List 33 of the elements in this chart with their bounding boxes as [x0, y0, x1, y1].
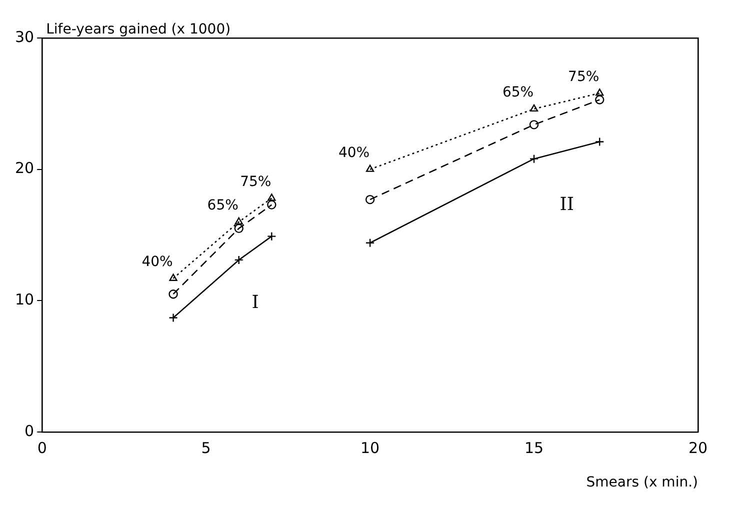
annotation: 65% — [207, 198, 238, 214]
x-tick-label: 15 — [524, 438, 544, 457]
annotation: 40% — [338, 144, 370, 161]
point — [595, 95, 604, 104]
point — [366, 164, 374, 172]
y-tick-label: 20 — [14, 159, 34, 178]
point — [234, 217, 243, 224]
y-tick-label: 0 — [24, 422, 34, 440]
annotation: 65% — [502, 84, 534, 101]
x-tick-label: 5 — [201, 438, 211, 457]
point — [267, 200, 276, 210]
point — [365, 194, 375, 204]
annotation: 75% — [568, 68, 600, 85]
x-axis-title: Smears (x min.) — [586, 474, 698, 491]
y-tick-label: 30 — [14, 28, 34, 46]
y-tick-label: 10 — [14, 290, 34, 309]
x-tick-label: 10 — [360, 438, 380, 457]
point — [529, 120, 539, 130]
point — [530, 104, 538, 112]
point — [168, 290, 178, 299]
point — [268, 194, 276, 201]
point — [169, 274, 178, 281]
y-axis-title: Life-years gained (x 1000) — [46, 22, 231, 38]
x-tick-label: 0 — [37, 438, 47, 457]
point — [596, 88, 604, 96]
point — [234, 224, 244, 234]
point — [529, 154, 539, 164]
point — [365, 238, 375, 248]
x-tick-label: 20 — [688, 438, 708, 457]
annotation: 75% — [240, 174, 272, 190]
annotation: II — [560, 194, 574, 215]
annotation: 40% — [142, 254, 173, 270]
annotation: I — [252, 292, 259, 313]
